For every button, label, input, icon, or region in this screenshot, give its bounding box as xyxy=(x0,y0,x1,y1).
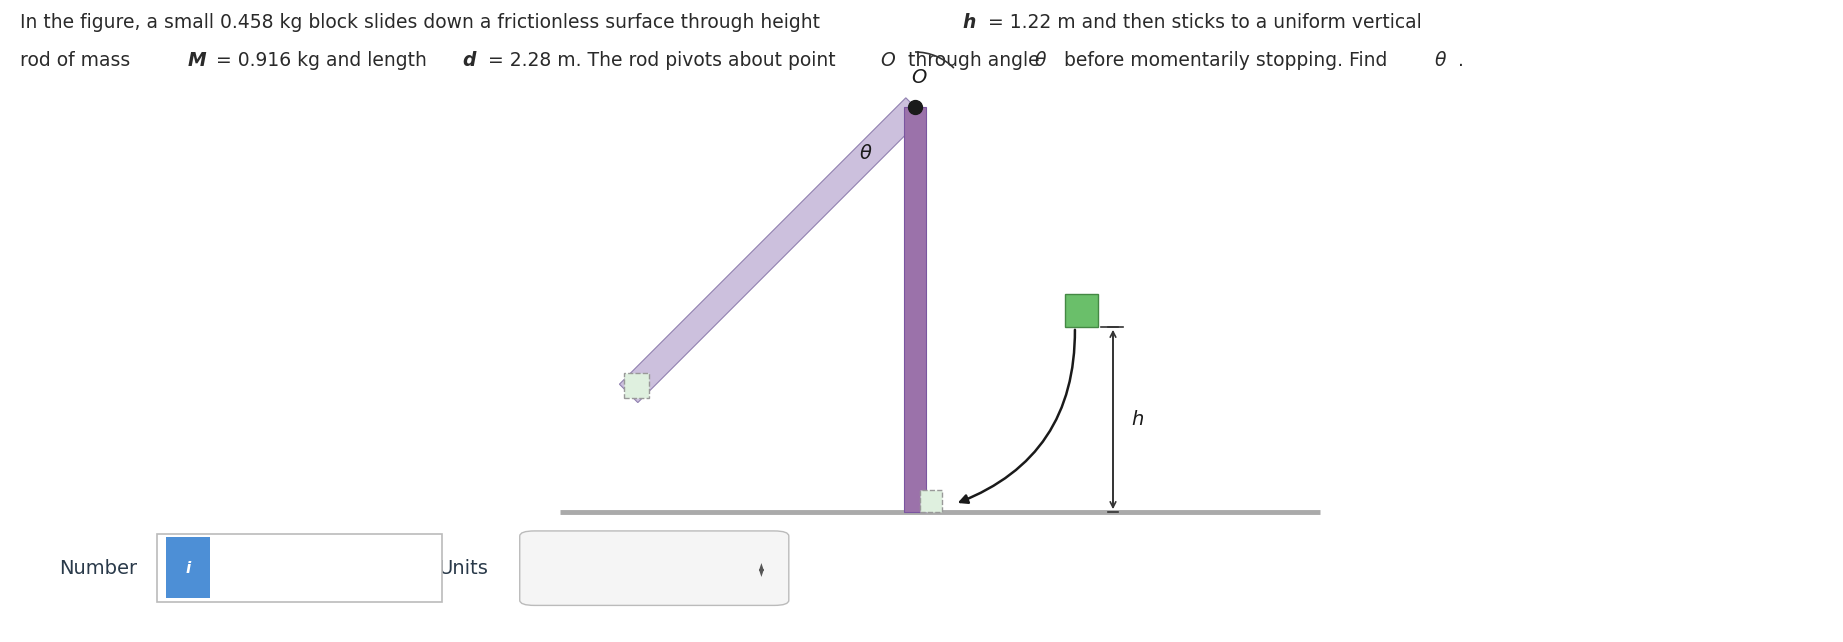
Bar xyxy=(920,490,942,512)
Text: ◄►: ◄► xyxy=(756,560,767,576)
Text: through angle: through angle xyxy=(901,51,1045,70)
Text: before momentarily stopping. Find: before momentarily stopping. Find xyxy=(1058,51,1393,70)
Text: Number: Number xyxy=(59,559,136,578)
Text: = 2.28 m. The rod pivots about point: = 2.28 m. The rod pivots about point xyxy=(483,51,842,70)
FancyBboxPatch shape xyxy=(157,534,442,602)
FancyArrowPatch shape xyxy=(960,330,1074,503)
Text: $O$: $O$ xyxy=(910,68,927,87)
Text: $h$: $h$ xyxy=(1132,410,1145,429)
Text: M: M xyxy=(188,51,206,70)
Text: = 0.916 kg and length: = 0.916 kg and length xyxy=(210,51,433,70)
Bar xyxy=(623,374,649,399)
Text: = 1.22 m and then sticks to a uniform vertical: = 1.22 m and then sticks to a uniform ve… xyxy=(982,13,1421,32)
FancyBboxPatch shape xyxy=(520,531,789,605)
Text: θ: θ xyxy=(1436,51,1447,70)
Text: d: d xyxy=(463,51,475,70)
Text: Units: Units xyxy=(439,559,488,578)
Text: h: h xyxy=(962,13,975,32)
FancyBboxPatch shape xyxy=(166,537,210,598)
Text: In the figure, a small 0.458 kg block slides down a frictionless surface through: In the figure, a small 0.458 kg block sl… xyxy=(20,13,826,32)
Text: $\theta$: $\theta$ xyxy=(859,144,872,163)
Bar xyxy=(905,107,925,512)
Text: O: O xyxy=(879,51,894,70)
Text: θ: θ xyxy=(1036,51,1047,70)
Text: .: . xyxy=(1458,51,1463,70)
Text: rod of mass: rod of mass xyxy=(20,51,136,70)
Bar xyxy=(1065,294,1098,327)
Polygon shape xyxy=(619,98,923,403)
Text: i: i xyxy=(186,560,190,576)
